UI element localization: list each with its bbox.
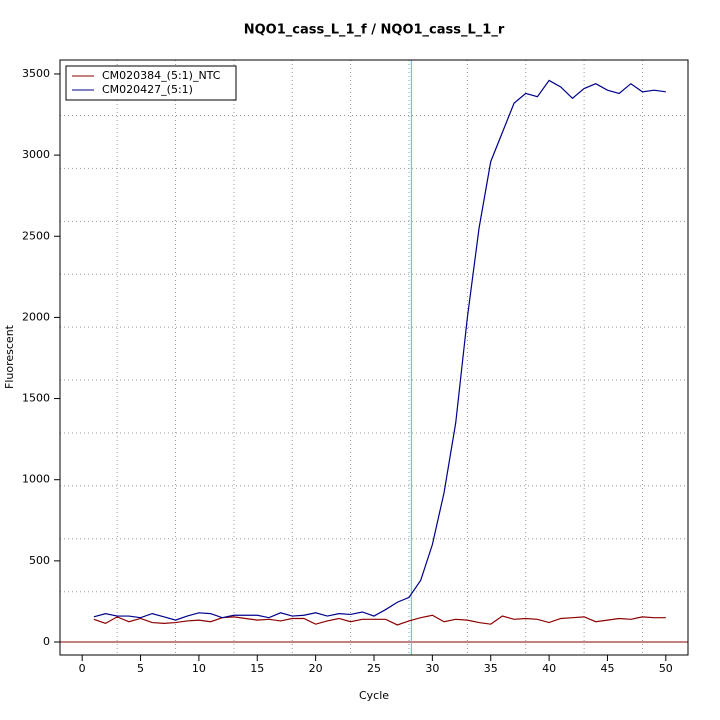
x-tick-label: 0 <box>79 662 86 675</box>
y-tick-label: 2500 <box>22 229 50 242</box>
y-tick-label: 3500 <box>22 67 50 80</box>
y-tick-label: 500 <box>29 554 50 567</box>
legend-label: CM020427_(5:1) <box>102 83 193 96</box>
series-line <box>93 79 666 621</box>
legend-box <box>65 65 237 101</box>
y-tick-label: 2000 <box>22 310 50 323</box>
x-tick-label: 15 <box>250 662 264 675</box>
x-tick-label: 25 <box>367 662 381 675</box>
y-tick-label: 1000 <box>22 473 50 486</box>
x-tick-label: 50 <box>659 662 673 675</box>
y-tick-label: 3000 <box>22 148 50 161</box>
x-tick-label: 45 <box>600 662 614 675</box>
x-tick-label: 35 <box>484 662 498 675</box>
x-axis-label: Cycle <box>359 689 389 702</box>
y-tick-label: 1500 <box>22 392 50 405</box>
series-line <box>93 614 666 626</box>
x-tick-label: 5 <box>137 662 144 675</box>
y-axis-label: Fluorescent <box>3 324 16 389</box>
x-tick-label: 10 <box>192 662 206 675</box>
chart-title: NQO1_cass_L_1_f / NQO1_cass_L_1_r <box>244 23 505 38</box>
x-tick-label: 40 <box>542 662 556 675</box>
x-tick-label: 30 <box>425 662 439 675</box>
y-tick-label: 0 <box>43 635 50 648</box>
x-tick-label: 20 <box>309 662 323 675</box>
plot-frame <box>59 59 689 656</box>
legend-label: CM020384_(5:1)_NTC <box>102 69 221 82</box>
